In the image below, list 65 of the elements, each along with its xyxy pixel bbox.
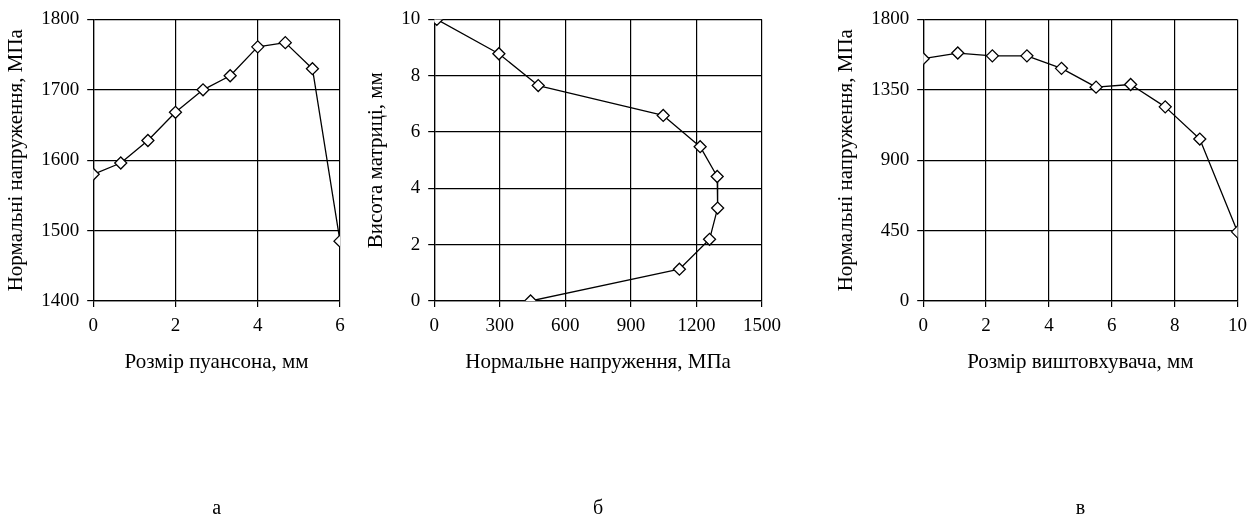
- x-tick-label: 600: [551, 314, 580, 336]
- x-axis-title: Розмір виштовхувача, мм: [967, 348, 1194, 373]
- y-tick-label: 1400: [41, 288, 80, 310]
- x-tick-label: 4: [1044, 314, 1055, 336]
- point: [1158, 100, 1172, 114]
- y-tick-label: 1700: [41, 77, 80, 99]
- point: [702, 232, 717, 246]
- x-tick-label: 0: [918, 314, 928, 336]
- y-tick-label: 450: [880, 218, 910, 240]
- y-tick-label: 900: [880, 148, 910, 170]
- point: [710, 201, 725, 215]
- point: [531, 78, 545, 93]
- x-tick-label: 4: [252, 314, 263, 336]
- y-tick-label: 0: [410, 288, 421, 310]
- y-tick-label: 1500: [41, 218, 80, 240]
- text: в: [1075, 496, 1086, 519]
- x-tick-label: 2: [170, 314, 181, 336]
- point: [951, 46, 965, 60]
- text: б: [593, 496, 604, 519]
- y-axis-title: Висота матриці, мм: [363, 72, 388, 249]
- point: [656, 108, 670, 123]
- point: [985, 49, 999, 63]
- x-tick-label: 8: [1169, 314, 1180, 336]
- x-tick-label: 300: [485, 314, 515, 336]
- x-tick-label: 6: [1107, 314, 1117, 336]
- x-tick-label: 0: [429, 314, 439, 336]
- y-tick-label: 1350: [871, 77, 910, 99]
- y-tick-label: 4: [410, 176, 421, 198]
- x-axis-title: Розмір пуансона, мм: [124, 348, 309, 373]
- point: [278, 35, 292, 50]
- point: [1020, 49, 1034, 63]
- text: а: [212, 496, 222, 519]
- y-tick-label: 0: [899, 288, 910, 310]
- point: [492, 47, 506, 61]
- point: [168, 105, 183, 119]
- point: [1193, 132, 1207, 146]
- y-tick-label: 1600: [41, 148, 80, 170]
- y-tick-label: 6: [410, 120, 421, 142]
- y-tick-label: 2: [410, 232, 421, 254]
- point: [1089, 80, 1103, 94]
- x-tick-label: 900: [616, 314, 646, 336]
- point: [305, 62, 320, 76]
- point: [1123, 77, 1138, 92]
- point: [196, 83, 210, 97]
- y-tick-label: 8: [410, 63, 421, 85]
- y-axis-title: Нормальні напруження, МПа: [3, 28, 28, 292]
- x-tick-label: 2: [981, 314, 991, 336]
- x-tick-label: 1500: [743, 314, 781, 336]
- point: [1054, 61, 1069, 76]
- point: [251, 40, 265, 54]
- y-axis-title: Нормальні напруження, МПа: [833, 28, 858, 292]
- y-tick-label: 10: [401, 7, 421, 29]
- point: [223, 69, 237, 83]
- point: [114, 156, 128, 170]
- x-axis-title: Нормальне напруження, МПа: [465, 348, 732, 373]
- y-tick-label: 1800: [871, 7, 910, 29]
- y-tick-label: 1800: [41, 7, 80, 29]
- x-tick-label: 6: [335, 314, 345, 336]
- point: [672, 262, 687, 276]
- point: [693, 140, 707, 154]
- point: [710, 169, 724, 184]
- x-tick-label: 0: [88, 314, 98, 336]
- point: [141, 133, 155, 148]
- x-tick-label: 1200: [677, 314, 716, 336]
- x-tick-label: 10: [1228, 314, 1247, 336]
